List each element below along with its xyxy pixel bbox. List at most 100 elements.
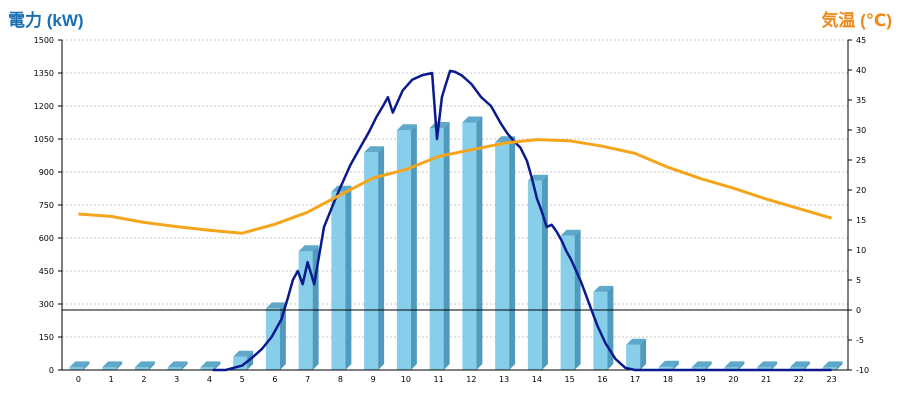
power-bar [560, 229, 581, 370]
left-tick-label: 300 [39, 300, 54, 309]
bar-side [803, 361, 810, 370]
bar-top [298, 245, 319, 252]
x-tick-label: 3 [174, 375, 179, 384]
bar-side [345, 185, 352, 370]
x-tick-label: 4 [207, 375, 212, 384]
right-tick-label: -10 [856, 366, 869, 375]
temperature-line [78, 138, 833, 235]
right-tick-label: 0 [856, 306, 861, 315]
x-tick-label: 17 [630, 375, 640, 384]
bar-top [658, 360, 679, 367]
bar-side [181, 361, 188, 370]
bar-side [312, 245, 319, 370]
power-bar [69, 361, 90, 370]
x-tick-label: 8 [338, 375, 343, 384]
bar-top [822, 361, 843, 368]
bar-top [102, 361, 123, 368]
bar-side [509, 136, 516, 370]
bar-side [214, 361, 221, 370]
left-axis-title: 電力 (kW) [8, 11, 84, 30]
x-tick-label: 14 [532, 375, 542, 384]
power-bar [593, 285, 614, 370]
bar-front [167, 367, 182, 370]
left-tick-label: 1350 [34, 69, 54, 78]
bar-front [560, 235, 575, 370]
x-tick-label: 13 [499, 375, 509, 384]
bar-side [738, 361, 745, 370]
series-lines [78, 69, 833, 372]
bar-top [364, 146, 385, 153]
bar-front [462, 122, 477, 370]
right-tick-label: 40 [856, 66, 866, 75]
bar-front [102, 367, 117, 370]
right-tick-label: 30 [856, 126, 866, 135]
power-bar [691, 361, 712, 370]
power-bars [69, 116, 843, 370]
bar-front [789, 367, 804, 370]
power-bar [396, 124, 417, 370]
bar-side [574, 229, 581, 370]
bar-front [134, 367, 149, 370]
x-tick-label: 15 [565, 375, 575, 384]
bar-side [541, 174, 548, 370]
power-bar [626, 338, 647, 370]
x-tick-label: 20 [728, 375, 738, 384]
bar-front [724, 367, 739, 370]
bar-top [691, 361, 712, 368]
left-tick-label: 0 [49, 366, 54, 375]
left-tick-label: 1200 [34, 102, 54, 111]
x-tick-label: 9 [371, 375, 376, 384]
left-tick-label: 750 [39, 201, 54, 210]
bar-side [443, 122, 450, 370]
right-tick-label: 20 [856, 186, 866, 195]
bar-top [200, 361, 221, 368]
bar-front [364, 152, 379, 370]
bar-side [148, 361, 155, 370]
bar-side [672, 360, 679, 370]
right-axis-title: 気温 (℃) [821, 11, 892, 30]
bar-side [836, 361, 843, 370]
bar-side [607, 285, 614, 370]
right-tick-label: 5 [856, 276, 861, 285]
bar-side [83, 361, 90, 370]
left-tick-label: 150 [39, 333, 54, 342]
power-bar [331, 185, 352, 370]
power-bar [134, 361, 155, 370]
bar-side [476, 116, 483, 370]
bar-top [593, 285, 614, 292]
bar-front [691, 367, 706, 370]
bar-top [462, 116, 483, 123]
bar-front [69, 367, 84, 370]
bar-side [116, 361, 123, 370]
left-tick-label: 450 [39, 267, 54, 276]
bar-top [396, 124, 417, 131]
x-tick-label: 18 [663, 375, 673, 384]
x-tick-label: 23 [827, 375, 837, 384]
x-tick-label: 7 [305, 375, 310, 384]
x-tick-label: 12 [466, 375, 476, 384]
power-bar [822, 361, 843, 370]
x-tick-label: 5 [240, 375, 245, 384]
bar-front [822, 367, 837, 370]
power-bar [102, 361, 123, 370]
power-bar [757, 361, 778, 370]
bar-top [724, 361, 745, 368]
power-bar [495, 136, 516, 370]
left-tick-label: 1050 [34, 135, 54, 144]
x-tick-label: 19 [696, 375, 706, 384]
x-tick-label: 0 [76, 375, 81, 384]
x-tick-label: 21 [761, 375, 771, 384]
power-bar [167, 361, 188, 370]
right-tick-label: -5 [856, 336, 864, 345]
bar-top [233, 350, 254, 357]
power-bar [364, 146, 385, 370]
power-line [212, 69, 832, 372]
bar-side [378, 146, 385, 370]
bar-top [757, 361, 778, 368]
x-tick-label: 11 [434, 375, 444, 384]
bar-top [167, 361, 188, 368]
right-tick-label: 10 [856, 246, 866, 255]
left-tick-label: 600 [39, 234, 54, 243]
bar-top [265, 302, 286, 309]
bar-side [771, 361, 778, 370]
